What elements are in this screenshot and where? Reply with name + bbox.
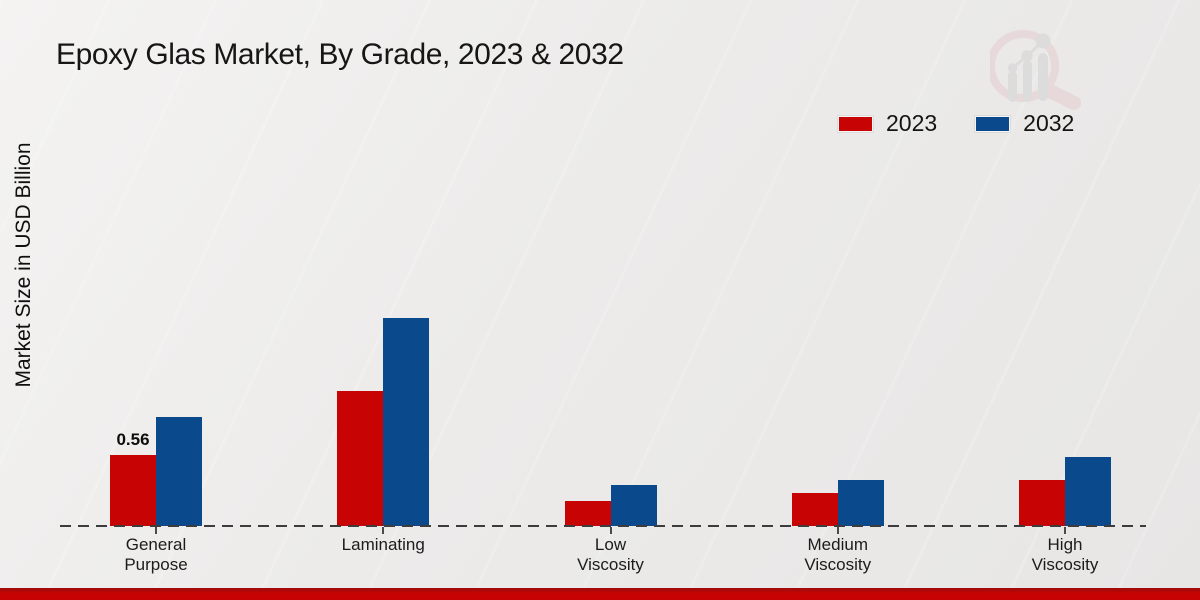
- legend-label-2032: 2032: [1023, 110, 1075, 136]
- bar-2032-laminating: [383, 318, 430, 526]
- x-axis-tick: [1064, 527, 1066, 534]
- bar-2023-high-viscosity: [1019, 480, 1065, 526]
- legend-entry-2023: 2023: [838, 110, 937, 137]
- magnifier-bar-chart-logo-icon: [990, 30, 1081, 110]
- category-label-general-purpose: General Purpose: [124, 535, 188, 574]
- x-axis-tick: [382, 527, 385, 534]
- category-label-laminating: Laminating: [341, 535, 425, 554]
- category-label-low-viscosity: Low Viscosity: [577, 535, 644, 574]
- x-axis-tick: [155, 527, 157, 534]
- bar-2023-laminating: [337, 391, 384, 526]
- bar-2023-low-viscosity: [564, 501, 611, 526]
- category-label-high-viscosity: High Viscosity: [1031, 535, 1099, 574]
- legend-entry-2032: 2032: [975, 110, 1074, 137]
- footer-accent-bar: [0, 588, 1200, 600]
- bar-value-label: 0.56: [116, 430, 150, 449]
- bar-2023-general-purpose: [110, 455, 156, 526]
- x-axis-tick: [609, 527, 612, 534]
- category-label-medium-viscosity: Medium Viscosity: [804, 535, 872, 574]
- bar-2032-high-viscosity: [1065, 457, 1111, 526]
- bar-2032-medium-viscosity: [837, 480, 884, 526]
- legend-label-2023: 2023: [886, 110, 938, 136]
- bar-2032-low-viscosity: [610, 485, 657, 526]
- bar-2023-medium-viscosity: [791, 493, 838, 526]
- y-axis-label: Market Size in USD Billion: [12, 142, 35, 388]
- legend: 2023 2032: [838, 110, 1074, 137]
- chart-title: Epoxy Glas Market, By Grade, 2023 & 2032: [56, 38, 624, 71]
- legend-swatch-2032: [975, 115, 1011, 132]
- x-axis-baseline: [60, 525, 1146, 527]
- legend-swatch-2023: [838, 115, 873, 132]
- bar-2032-general-purpose: [156, 417, 202, 526]
- x-axis-tick: [836, 527, 839, 534]
